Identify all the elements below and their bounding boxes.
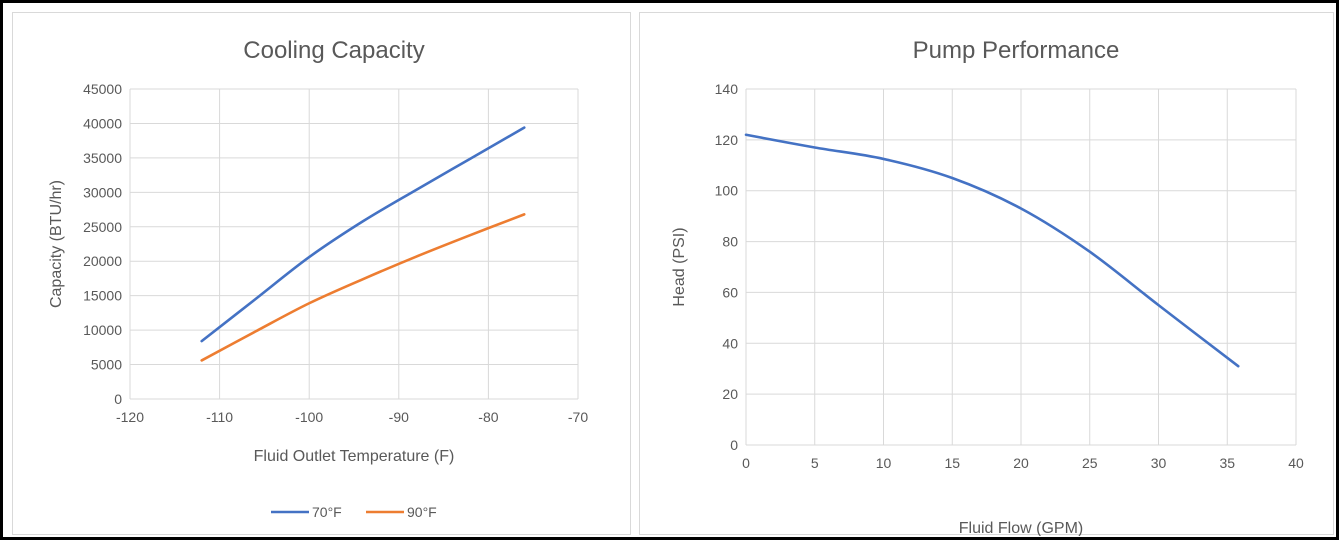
- y-tick-label: 100: [715, 183, 739, 199]
- series-line-1: [200, 126, 526, 343]
- y-tick-label: 35000: [83, 150, 122, 166]
- x-tick-label: 5: [811, 455, 819, 471]
- x-tick-label: -90: [389, 409, 409, 425]
- legend-label-1: 70°F: [312, 504, 342, 520]
- y-axis-title: Head (PSI): [671, 227, 688, 306]
- y-tick-label: 0: [114, 391, 122, 407]
- x-tick-label: 20: [1013, 455, 1029, 471]
- pump-performance-chart: Pump Performance 0 20 40 60 80 100 120 140 0 5 10 15…: [671, 37, 1304, 536]
- x-axis-title: Fluid Outlet Temperature (F): [254, 448, 455, 465]
- x-tick-label: 35: [1219, 455, 1235, 471]
- x-tick-label: -80: [478, 409, 498, 425]
- x-tick-label: -100: [295, 409, 323, 425]
- y-tick-label: 140: [715, 81, 739, 97]
- x-tick-label: 40: [1288, 455, 1304, 471]
- y-tick-label: 60: [722, 284, 738, 300]
- y-tick-label: 45000: [83, 81, 122, 97]
- series-line-1: [744, 133, 1240, 368]
- x-axis-title: Fluid Flow (GPM): [959, 520, 1083, 536]
- y-tick-label: 40000: [83, 115, 122, 131]
- legend-label-2: 90°F: [407, 504, 437, 520]
- y-tick-label: 80: [722, 234, 738, 250]
- y-tick-label: 30000: [83, 184, 122, 200]
- y-axis-title: Capacity (BTU/hr): [48, 180, 65, 308]
- chart-title: Cooling Capacity: [243, 37, 424, 64]
- y-tick-label: 5000: [91, 357, 122, 373]
- y-tick-label: 10000: [83, 322, 122, 338]
- pump-performance-chart-panel: Pump Performance 0 20 40 60 80 100 120 140 0 5 10 15…: [639, 12, 1334, 536]
- x-tick-label: 25: [1082, 455, 1098, 471]
- chart-title: Pump Performance: [913, 37, 1120, 64]
- y-tick-label: 40: [722, 335, 738, 351]
- y-tick-label: 0: [730, 437, 738, 453]
- x-tick-label: 30: [1151, 455, 1167, 471]
- x-tick-label: 15: [944, 455, 960, 471]
- x-tick-label: -110: [206, 409, 233, 425]
- y-tick-label: 25000: [83, 219, 122, 235]
- series-line-2: [200, 213, 526, 362]
- x-tick-label: 0: [742, 455, 750, 471]
- y-tick-label: 120: [715, 132, 739, 148]
- x-tick-label: 10: [876, 455, 892, 471]
- x-tick-label: -120: [116, 409, 144, 425]
- x-tick-label: -70: [568, 409, 588, 425]
- cooling-capacity-chart: Cooling Capacity 0 5000 10000 15000 20000 2500…: [48, 37, 588, 520]
- y-tick-label: 20000: [83, 253, 122, 269]
- y-tick-label: 15000: [83, 288, 122, 304]
- y-tick-label: 20: [722, 386, 738, 402]
- cooling-capacity-chart-panel: Cooling Capacity 0 5000 10000 15000 20000 2500…: [12, 12, 631, 535]
